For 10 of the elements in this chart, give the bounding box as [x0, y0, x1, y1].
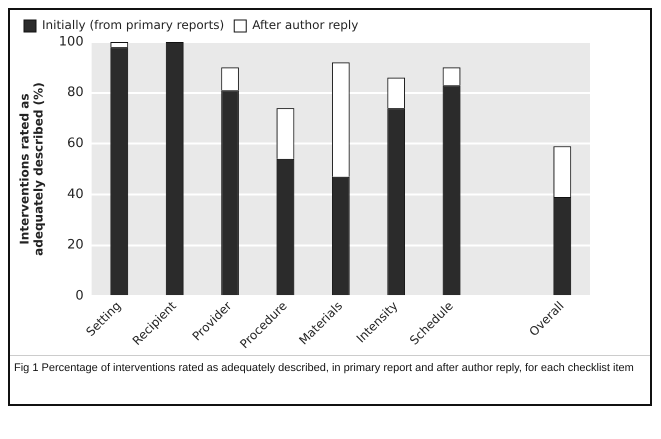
- legend-label: Initially (from primary reports): [42, 18, 224, 32]
- legend-label: After author reply: [252, 18, 358, 32]
- y-tick-label: 20: [67, 238, 84, 253]
- y-tick-label: 60: [67, 136, 84, 152]
- y-tick-label: 80: [67, 85, 84, 100]
- y-tick-label: 100: [58, 34, 84, 50]
- y-tick-label: 0: [75, 288, 84, 304]
- y-tick-label: 40: [67, 186, 84, 202]
- y-axis-title: Interventions rated as adequately described (%): [17, 82, 46, 256]
- caption: Fig 1 Percentage of interventions rated as adequately described, in primary report and after author reply, for each checklist item: [10, 355, 650, 404]
